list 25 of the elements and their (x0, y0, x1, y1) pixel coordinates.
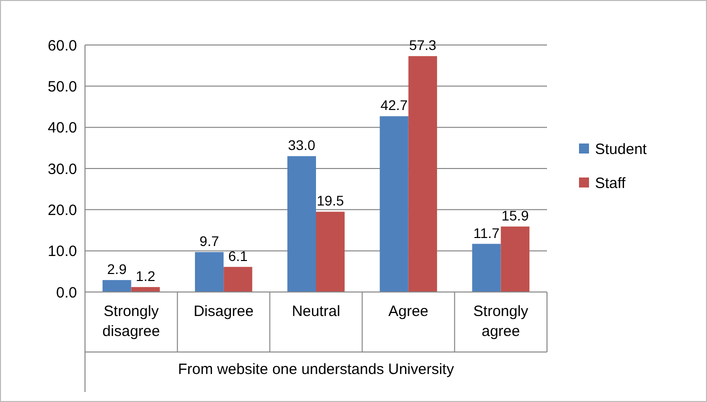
x-tick-label: Disagree (194, 303, 254, 320)
data-label: 11.7 (473, 224, 500, 241)
y-tick-label: 0.0 (56, 284, 77, 302)
x-tick-label: Neutral (292, 303, 340, 320)
x-tick-label: Strongly disagree (102, 303, 160, 340)
data-label: 33.0 (288, 137, 316, 154)
data-label: 2.9 (107, 261, 127, 278)
data-label: 6.1 (228, 248, 248, 264)
y-tick-label: 60.0 (48, 37, 77, 54)
data-label: 57.3 (409, 37, 437, 54)
data-label: 42.7 (380, 97, 408, 114)
legend-label: Staff (595, 174, 626, 192)
y-tick-label: 40.0 (48, 120, 77, 137)
data-label: 9.7 (200, 233, 220, 250)
data-label: 19.5 (316, 192, 344, 209)
legend-label: Student (595, 140, 648, 158)
x-tick-label: Agree (388, 303, 428, 320)
x-tick-label: Strongly agree (473, 303, 529, 340)
y-tick-label: 50.0 (48, 78, 77, 96)
data-label: 15.9 (501, 208, 529, 224)
y-tick-label: 20.0 (48, 202, 77, 219)
y-tick-label: 10.0 (48, 243, 77, 260)
data-label: 1.2 (136, 268, 156, 284)
x-axis-title: From website one understands University (178, 361, 454, 378)
y-tick-label: 30.0 (48, 160, 77, 178)
